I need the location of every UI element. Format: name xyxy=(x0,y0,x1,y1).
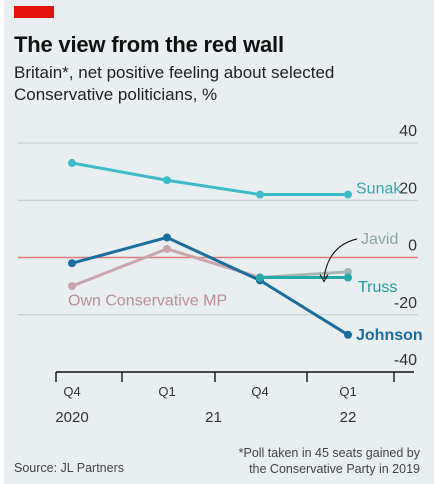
x-year-label: 2020 xyxy=(55,409,88,426)
series-label-sunak: Sunak xyxy=(356,181,402,198)
x-year-label: 22 xyxy=(340,409,357,426)
series-label-truss: Truss xyxy=(358,279,397,296)
x-year-label: 21 xyxy=(205,409,222,426)
y-tick-label: 40 xyxy=(399,123,417,140)
data-point-sunak xyxy=(256,190,264,199)
footnote-line-2: the Conservative Party in 2019 xyxy=(249,462,420,476)
chart-title: The view from the red wall xyxy=(14,32,284,57)
data-point-johnson xyxy=(344,330,352,339)
y-tick-label: 20 xyxy=(399,180,417,197)
data-point-javid xyxy=(344,267,352,276)
footnote-line-1: *Poll taken in 45 seats gained by xyxy=(238,446,420,460)
y-tick-label: 0 xyxy=(408,238,417,255)
data-point-johnson xyxy=(163,233,171,242)
javid-connector-line xyxy=(323,238,358,279)
data-point-truss xyxy=(344,273,352,282)
x-tick-label: Q4 xyxy=(251,384,268,399)
x-tick-label: Q4 xyxy=(63,384,80,399)
data-point-sunak xyxy=(68,159,76,168)
data-point-sunak xyxy=(344,190,352,199)
series-label-johnson: Johnson xyxy=(356,327,423,344)
series-line-johnson xyxy=(70,235,350,337)
y-tick-label: -40 xyxy=(394,352,417,369)
javid-connector-arrowhead xyxy=(319,274,329,283)
series-label-own-conservative-mp: Own Conservative MP xyxy=(68,292,227,309)
data-point-truss xyxy=(256,273,264,282)
line-chart: 40 20 0 -20 -40 Q4 Q1 Q4 Q1 2020 21 22 Sunak Javid Tru… xyxy=(18,123,423,426)
data-point-own-conservative-mp xyxy=(163,244,171,253)
x-tick-label: Q1 xyxy=(339,384,356,399)
y-tick-label: -20 xyxy=(394,295,417,312)
series-label-javid: Javid xyxy=(361,231,398,248)
series-line-sunak xyxy=(70,161,350,197)
series-line-own-conservative-mp xyxy=(70,247,350,288)
chart-subtitle: Britain*, net positive feeling about sel… xyxy=(14,63,335,104)
data-point-johnson xyxy=(68,259,76,268)
data-point-own-conservative-mp xyxy=(68,282,76,291)
x-tick-label: Q1 xyxy=(158,384,175,399)
data-point-sunak xyxy=(163,176,171,185)
brand-accent-bar xyxy=(14,6,54,18)
footnote: *Poll taken in 45 seats gained by the Co… xyxy=(180,445,420,477)
source-note: Source: JL Partners xyxy=(14,461,125,475)
chart-card: The view from the red wall Britain*, net… xyxy=(4,0,434,484)
